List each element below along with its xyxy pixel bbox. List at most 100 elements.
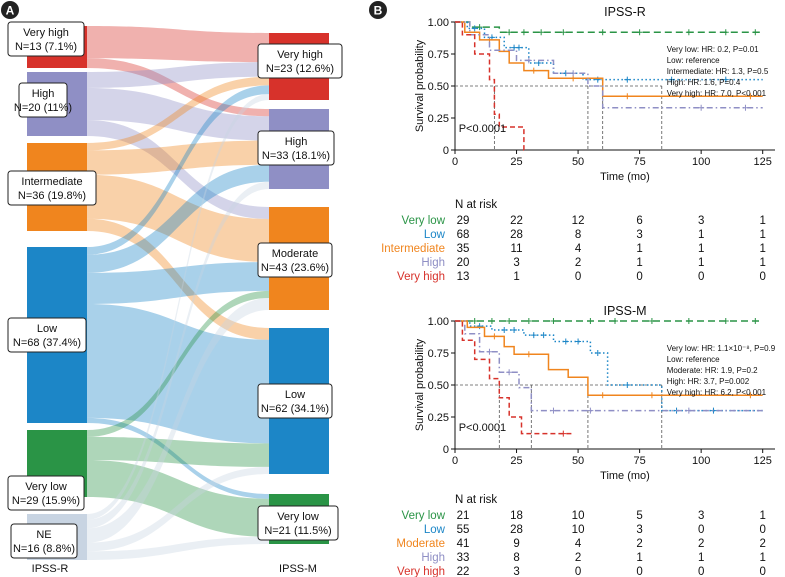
km-censor-mark	[476, 24, 483, 31]
km-censor-mark	[506, 318, 513, 324]
sankey-flow-low-to-high	[87, 164, 269, 273]
km-hr-annotation: High: HR: 1.6, P=0.4	[667, 78, 741, 87]
km-censor-mark	[742, 104, 749, 111]
km-censor-mark	[722, 76, 729, 83]
km-censor-mark	[511, 326, 518, 333]
risk-table-cell: 3	[698, 215, 704, 227]
risk-table-cell: 29	[457, 215, 470, 227]
risk-table-header: N at risk	[455, 494, 497, 506]
risk-table-label-high: High	[421, 552, 445, 564]
km-censor-mark	[525, 57, 532, 64]
risk-table-cell: 13	[457, 271, 470, 283]
sankey-right-count: N=21 (11.5%)	[264, 525, 331, 537]
km-hr-annotation: Very low: HR: 1.1×10⁻⁸, P=0.9	[667, 344, 776, 353]
km-censor-mark	[471, 25, 478, 32]
risk-table-cell: 3	[513, 566, 519, 577]
km-p-value: P<0.0001	[459, 422, 506, 434]
km-plot-ipss-r: IPSS-R0 25 50 75 100 12500.250.500.751.00Time…	[381, 5, 775, 283]
risk-table-cell: 1	[698, 257, 704, 269]
sankey-right-label-very-low: Very low N=21 (11.5%)	[257, 505, 339, 541]
km-censor-mark	[570, 75, 577, 82]
sankey-flow-low-to-moderate	[87, 262, 269, 304]
km-y-tick-label: 1.00	[428, 17, 449, 29]
km-curve-high	[455, 320, 763, 412]
km-censor-mark	[516, 44, 522, 51]
risk-table-header: N at risk	[455, 199, 497, 211]
risk-table-cell: 1	[698, 552, 704, 564]
km-y-tick-label: 1.00	[428, 316, 449, 328]
sankey-right-name: High	[285, 136, 308, 148]
risk-table-cell: 20	[457, 257, 470, 269]
risk-table-cell: 0	[759, 566, 765, 577]
risk-table-label-intermediate: Intermediate	[381, 243, 445, 255]
km-hr-annotation: Very high: HR: 7.0, P<0.001	[667, 89, 767, 98]
km-censor-mark	[560, 430, 567, 437]
sankey-flows	[87, 26, 269, 560]
sankey-left-count: N=20 (11%)	[14, 102, 72, 114]
km-censor-mark	[540, 332, 547, 339]
km-x-axis-label: Time (mo)	[600, 470, 650, 482]
sankey-flow-ne-to-very-high	[87, 94, 269, 520]
km-x-axis-label: Time (mo)	[600, 171, 650, 183]
sankey-right-label-low: Low N=62 (34.1%)	[257, 383, 333, 419]
km-censor-mark	[587, 318, 594, 324]
km-x-tick-label: 100	[692, 455, 710, 467]
risk-table-cell: 1	[513, 271, 519, 283]
km-y-tick-label: 0.25	[428, 412, 449, 424]
km-curve-moderate	[455, 320, 763, 396]
risk-table-label-very-high: Very high	[397, 566, 445, 577]
km-censor-mark	[722, 29, 729, 36]
sankey-left-count: N=13 (7.1%)	[15, 41, 77, 53]
km-censor-mark	[525, 351, 532, 358]
sankey-flow-high-to-moderate	[87, 120, 269, 219]
km-censor-mark	[710, 407, 717, 414]
km-censor-mark	[570, 70, 577, 77]
sankey-flow-high-to-very-high	[87, 62, 269, 88]
risk-table-cell: 1	[636, 257, 642, 269]
sankey-left-count: N=16 (8.8%)	[13, 543, 75, 555]
risk-table-label-high: High	[421, 257, 445, 269]
risk-table-cell: 0	[575, 566, 581, 577]
risk-table-cell: 3	[636, 229, 642, 241]
km-censor-mark	[476, 323, 483, 330]
risk-table-cell: 1	[759, 510, 765, 522]
risk-table-cell: 2	[759, 538, 765, 550]
km-curve-very-high	[455, 21, 527, 151]
km-title: IPSS-M	[603, 304, 646, 318]
risk-table-cell: 2	[698, 538, 704, 550]
km-y-axis-label: Survival probability	[414, 39, 426, 132]
km-censor-mark	[575, 338, 582, 345]
sankey-flow-ne-to-very-low	[87, 536, 269, 560]
km-censor-mark	[624, 382, 631, 388]
km-censor-mark	[685, 29, 692, 36]
sankey-left-label-high: High N=20 (11%)	[14, 82, 72, 118]
sankey-flow-ne-to-moderate	[87, 298, 269, 543]
km-censor-mark	[648, 318, 655, 324]
km-plot-ipss-m: IPSS-M0 25 50 75 100 12500.250.500.751.00Time…	[396, 304, 775, 577]
km-censor-mark	[624, 76, 631, 83]
km-censor-mark	[471, 318, 478, 324]
km-x-tick-label: 100	[692, 156, 710, 168]
risk-table-label-low: Low	[424, 229, 446, 241]
risk-table-cell: 1	[698, 229, 704, 241]
km-censor-mark	[752, 29, 759, 36]
km-censor-mark	[530, 332, 537, 339]
panel-a-badge: A	[1, 1, 19, 19]
risk-table-cell: 35	[457, 243, 470, 255]
km-hr-annotation: High: HR: 3.7, P=0.002	[667, 377, 750, 386]
risk-table-cell: 4	[575, 243, 582, 255]
km-title: IPSS-R	[604, 5, 646, 19]
km-y-tick-label: 0	[443, 444, 449, 456]
km-censor-mark	[636, 29, 643, 36]
sankey-left-label-ne: NE N=16 (8.8%)	[10, 523, 78, 559]
sankey-flow-very-low-to-very-low	[87, 460, 269, 537]
panel-b-badge: B	[369, 1, 387, 19]
risk-table-cell: 0	[759, 524, 765, 536]
risk-table-cell: 0	[636, 566, 642, 577]
sankey-diagram: Very high N=13 (7.1%) High N=20 (11%) Interm…	[7, 21, 343, 560]
sankey-left-name: Very high	[23, 27, 69, 39]
sankey-right-label-very-high: Very high N=23 (12.6%)	[257, 43, 343, 79]
km-x-tick-label: 125	[754, 455, 772, 467]
risk-table-cell: 1	[759, 229, 765, 241]
